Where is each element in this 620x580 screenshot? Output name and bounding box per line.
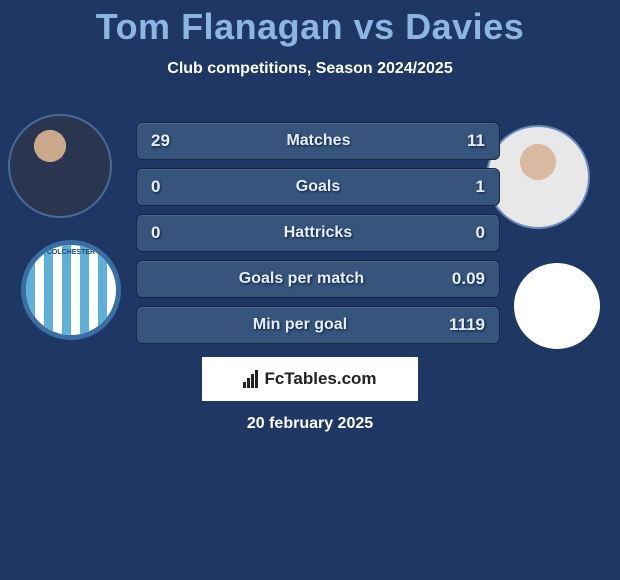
branding-box: FcTables.com bbox=[202, 357, 418, 401]
stats-table: 29 Matches 11 0 Goals 1 0 Hattricks 0 Go… bbox=[136, 122, 500, 352]
stat-label: Matches bbox=[286, 132, 350, 150]
player1-club-badge bbox=[21, 240, 121, 340]
stat-label: Goals bbox=[296, 178, 340, 196]
stat-label: Min per goal bbox=[253, 316, 347, 334]
stat-p1-value: 29 bbox=[151, 131, 170, 151]
stat-p1-value: 0 bbox=[151, 223, 160, 243]
page-title: Tom Flanagan vs Davies bbox=[0, 0, 620, 48]
stat-row: 29 Matches 11 bbox=[136, 122, 500, 160]
stat-p2-value: 11 bbox=[467, 131, 485, 151]
branding-text: FcTables.com bbox=[264, 369, 376, 389]
stat-p1-value: 0 bbox=[151, 177, 160, 197]
player2-club-label: Carlisle bbox=[530, 297, 583, 315]
player1-avatar bbox=[8, 114, 112, 218]
stat-label: Goals per match bbox=[239, 270, 364, 288]
stat-p2-value: 1119 bbox=[449, 315, 485, 335]
stat-row: Goals per match 0.09 bbox=[136, 260, 500, 298]
stat-row: Min per goal 1119 bbox=[136, 306, 500, 344]
stat-label: Hattricks bbox=[284, 224, 352, 242]
stat-p2-value: 0 bbox=[476, 223, 485, 243]
player2-club-badge: Carlisle bbox=[514, 263, 600, 349]
comparison-panel: Carlisle 29 Matches 11 0 Goals 1 0 Hattr… bbox=[0, 106, 620, 341]
date-label: 20 february 2025 bbox=[0, 415, 620, 433]
bar-chart-icon bbox=[243, 370, 258, 388]
stat-p2-value: 0.09 bbox=[452, 269, 485, 289]
stat-row: 0 Hattricks 0 bbox=[136, 214, 500, 252]
subtitle: Club competitions, Season 2024/2025 bbox=[0, 60, 620, 78]
stat-row: 0 Goals 1 bbox=[136, 168, 500, 206]
player2-avatar bbox=[486, 125, 590, 229]
stat-p2-value: 1 bbox=[476, 177, 485, 197]
